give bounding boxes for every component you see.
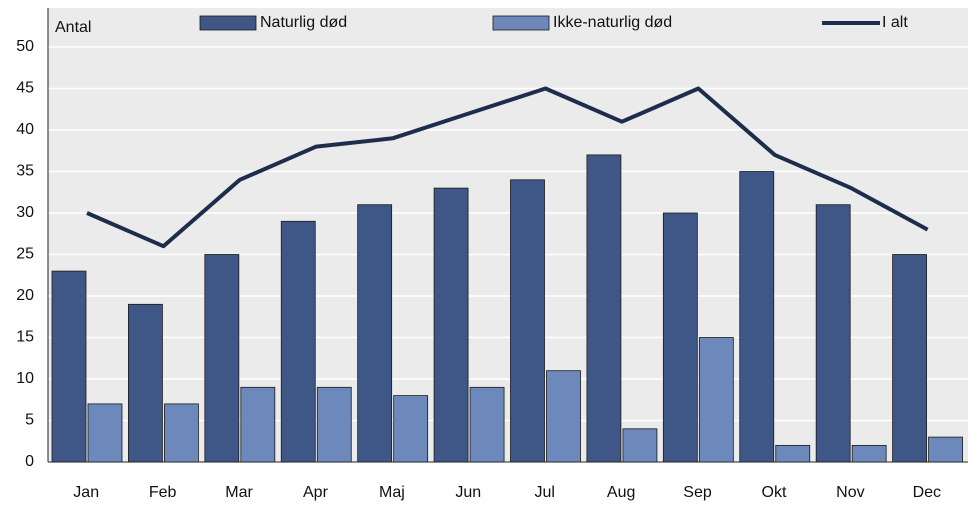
y-tick-label: 5 (25, 412, 34, 429)
bar (357, 204, 393, 463)
y-tick-label: 0 (25, 453, 34, 470)
plot-area (48, 8, 968, 462)
x-tick-label: Apr (303, 484, 329, 501)
bar (128, 303, 163, 463)
bar (815, 204, 851, 463)
x-tick-label: Jul (534, 484, 554, 501)
bar (204, 254, 240, 463)
bar (775, 444, 811, 463)
bar (851, 444, 887, 463)
x-tick-label: Nov (836, 484, 864, 501)
bar (892, 254, 927, 463)
y-tick-label: 40 (16, 121, 34, 138)
y-tick-label: 45 (16, 80, 34, 97)
y-tick-label: 10 (16, 370, 34, 387)
legend-label: Ikke-naturlig død (553, 14, 672, 31)
bar (87, 403, 123, 463)
legend-label: Naturlig død (260, 14, 347, 31)
bar (928, 436, 963, 463)
bar (739, 171, 775, 463)
bar (433, 187, 469, 463)
x-tick-label: Dec (913, 484, 941, 501)
bar (393, 395, 429, 463)
x-tick-label: Feb (149, 484, 177, 501)
y-tick-label: 50 (16, 38, 34, 55)
x-tick-label: Sep (683, 484, 712, 501)
x-tick-label: Aug (607, 484, 635, 501)
bar (316, 386, 352, 463)
y-tick-label: 35 (16, 163, 34, 180)
bar (51, 270, 87, 463)
legend-swatch (492, 15, 550, 31)
bar (698, 337, 734, 463)
bar (586, 154, 622, 463)
line-series (86, 86, 929, 249)
y-tick-label: 25 (16, 246, 34, 263)
y-tick-label: 15 (16, 329, 34, 346)
bar (164, 403, 199, 463)
x-tick-label: Maj (379, 484, 405, 501)
bar (546, 370, 581, 463)
bar (510, 179, 545, 463)
bar (280, 220, 316, 463)
bar (240, 386, 276, 463)
bar (662, 212, 698, 463)
y-tick-label: 30 (16, 204, 34, 221)
x-tick-label: Mar (225, 484, 253, 501)
bar (622, 428, 658, 463)
legend-label: I alt (882, 14, 908, 31)
x-tick-label: Jan (73, 484, 99, 501)
legend-swatch (199, 15, 257, 31)
y-tick-label: 20 (16, 287, 34, 304)
x-tick-label: Jun (455, 484, 481, 501)
bar (469, 386, 505, 463)
x-tick-label: Okt (762, 484, 787, 501)
y-axis-label: Antal (55, 19, 91, 36)
